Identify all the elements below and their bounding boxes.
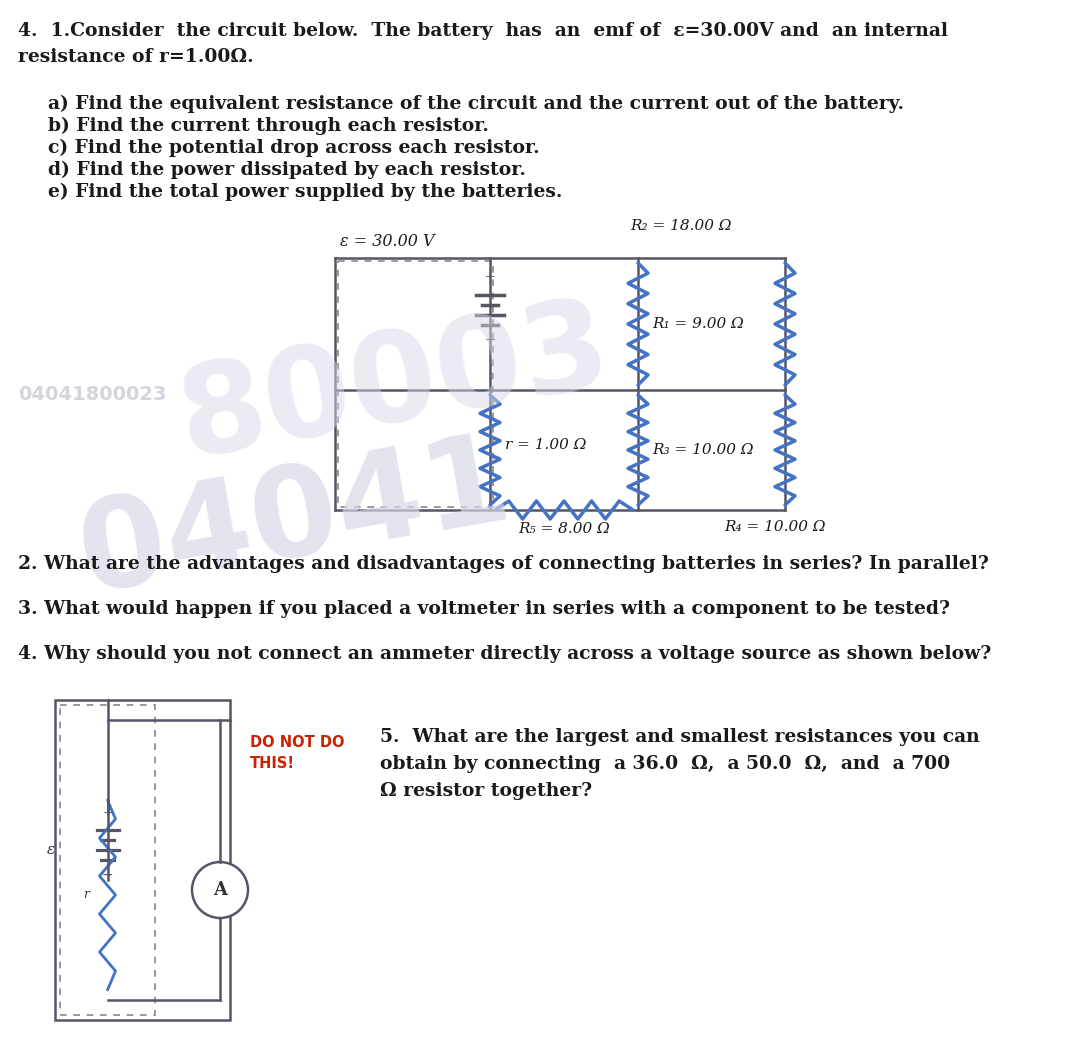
Text: 2. What are the advantages and disadvantages of connecting batteries in series? : 2. What are the advantages and disadvant… (18, 555, 989, 573)
Text: +: + (485, 270, 496, 284)
Text: d) Find the power dissipated by each resistor.: d) Find the power dissipated by each res… (48, 161, 526, 179)
Text: 3. What would happen if you placed a voltmeter in series with a component to be : 3. What would happen if you placed a vol… (18, 600, 950, 618)
Text: resistance of r=1.00Ω.: resistance of r=1.00Ω. (18, 48, 254, 66)
Text: R₂ = 18.00 Ω: R₂ = 18.00 Ω (630, 219, 731, 233)
Circle shape (192, 862, 248, 918)
Text: +: + (103, 805, 112, 819)
Text: A: A (213, 881, 227, 899)
Text: R₄ = 10.00 Ω: R₄ = 10.00 Ω (725, 520, 826, 534)
Text: obtain by connecting  a 36.0  Ω,  a 50.0  Ω,  and  a 700: obtain by connecting a 36.0 Ω, a 50.0 Ω,… (380, 755, 950, 773)
Text: ε = 30.00 V: ε = 30.00 V (340, 233, 434, 250)
Text: c) Find the potential drop across each resistor.: c) Find the potential drop across each r… (48, 139, 540, 157)
Text: 4. Why should you not connect an ammeter directly across a voltage source as sho: 4. Why should you not connect an ammeter… (18, 645, 991, 663)
Text: 4.  1.Consider  the circuit below.  The battery  has  an  emf of  ε=30.00V and  : 4. 1.Consider the circuit below. The bat… (18, 22, 948, 40)
Text: a) Find the equivalent resistance of the circuit and the current out of the batt: a) Find the equivalent resistance of the… (48, 95, 904, 113)
Text: 04041800023: 04041800023 (18, 385, 166, 404)
Text: 5.  What are the largest and smallest resistances you can: 5. What are the largest and smallest res… (380, 728, 980, 747)
Bar (55, 700, 230, 1020)
Text: r = 1.00 Ω: r = 1.00 Ω (505, 438, 586, 452)
Text: ε: ε (46, 843, 55, 857)
Text: R₅ = 8.00 Ω: R₅ = 8.00 Ω (518, 522, 610, 536)
Text: b) Find the current through each resistor.: b) Find the current through each resisto… (48, 117, 489, 135)
Text: r: r (83, 889, 90, 901)
Text: R₃ = 10.00 Ω: R₃ = 10.00 Ω (652, 443, 754, 456)
Text: R₁ = 9.00 Ω: R₁ = 9.00 Ω (652, 317, 744, 331)
Text: −: − (102, 868, 113, 882)
Text: −: − (484, 333, 496, 347)
Text: e) Find the total power supplied by the batteries.: e) Find the total power supplied by the … (48, 183, 563, 201)
Bar (60, 705, 156, 1015)
Text: 80003: 80003 (170, 288, 620, 483)
Text: 04041: 04041 (70, 423, 519, 618)
Text: Ω resistor together?: Ω resistor together? (380, 782, 592, 800)
Text: DO NOT DO
THIS!: DO NOT DO THIS! (249, 735, 345, 771)
